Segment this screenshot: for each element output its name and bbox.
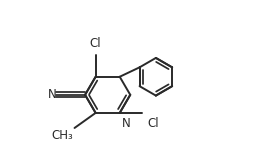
Text: N: N xyxy=(122,117,131,130)
Text: CH₃: CH₃ xyxy=(51,130,73,142)
Text: Cl: Cl xyxy=(147,117,159,130)
Text: Cl: Cl xyxy=(90,37,101,50)
Text: N: N xyxy=(48,88,57,101)
